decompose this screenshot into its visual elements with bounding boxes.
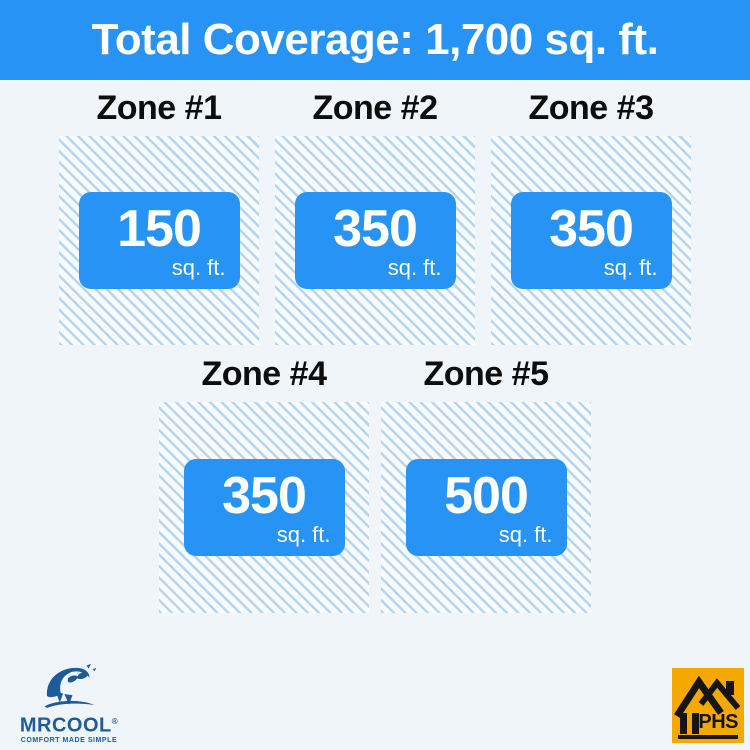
house-icon [674,675,741,734]
coverage-unit: sq. ft. [603,255,658,280]
mrcool-brand-text: MRCOOL® [19,714,119,737]
mrcool-tagline: COMFORT MADE SIMPLE [20,736,118,744]
zone-card-1: Zone #1 150 sq. ft. [59,80,259,345]
penguin-icon [44,663,97,708]
zone-hatch-area: 500 sq. ft. [381,402,591,613]
zone-title: Zone #1 [96,88,222,127]
coverage-value-card: 150 sq. ft. [78,192,240,289]
coverage-unit: sq. ft. [171,255,226,280]
zone-row-top: Zone #1 150 sq. ft. Zone #2 350 sq. ft. … [0,80,750,345]
header-banner: Total Coverage: 1,700 sq. ft. [0,0,750,80]
coverage-value-card: 350 sq. ft. [183,459,345,556]
coverage-unit: sq. ft. [498,522,553,547]
coverage-value-card: 500 sq. ft. [405,459,567,556]
coverage-unit: sq. ft. [387,255,442,280]
zone-card-3: Zone #3 350 sq. ft. [491,80,691,345]
zone-card-2: Zone #2 350 sq. ft. [275,80,475,345]
coverage-value: 350 [333,200,418,258]
zone-hatch-area: 350 sq. ft. [491,136,691,345]
zone-card-5: Zone #5 500 sq. ft. [381,346,591,613]
coverage-value: 350 [222,467,307,525]
zone-card-4: Zone #4 350 sq. ft. [159,346,369,613]
zone-hatch-area: 350 sq. ft. [275,136,475,345]
zone-title: Zone #5 [423,354,549,393]
zone-row-bottom: Zone #4 350 sq. ft. Zone #5 500 sq. ft. [0,346,750,613]
coverage-value: 150 [117,200,202,258]
mrcool-logo: MRCOOL® COMFORT MADE SIMPLE [12,662,126,745]
phs-label: PHS [698,711,738,733]
phs-underline [678,735,738,739]
zone-title: Zone #4 [201,354,327,393]
coverage-unit: sq. ft. [276,522,331,547]
coverage-value: 500 [444,467,529,525]
coverage-value: 350 [549,200,634,258]
zone-title: Zone #3 [528,88,654,127]
coverage-value-card: 350 sq. ft. [294,192,456,289]
coverage-value-card: 350 sq. ft. [510,192,672,289]
registered-mark: ® [111,717,119,726]
zone-hatch-area: 350 sq. ft. [159,402,369,613]
zone-title: Zone #2 [312,88,438,127]
total-coverage-title: Total Coverage: 1,700 sq. ft. [91,15,659,64]
zone-hatch-area: 150 sq. ft. [59,136,259,345]
phs-logo: PHS [672,668,744,743]
